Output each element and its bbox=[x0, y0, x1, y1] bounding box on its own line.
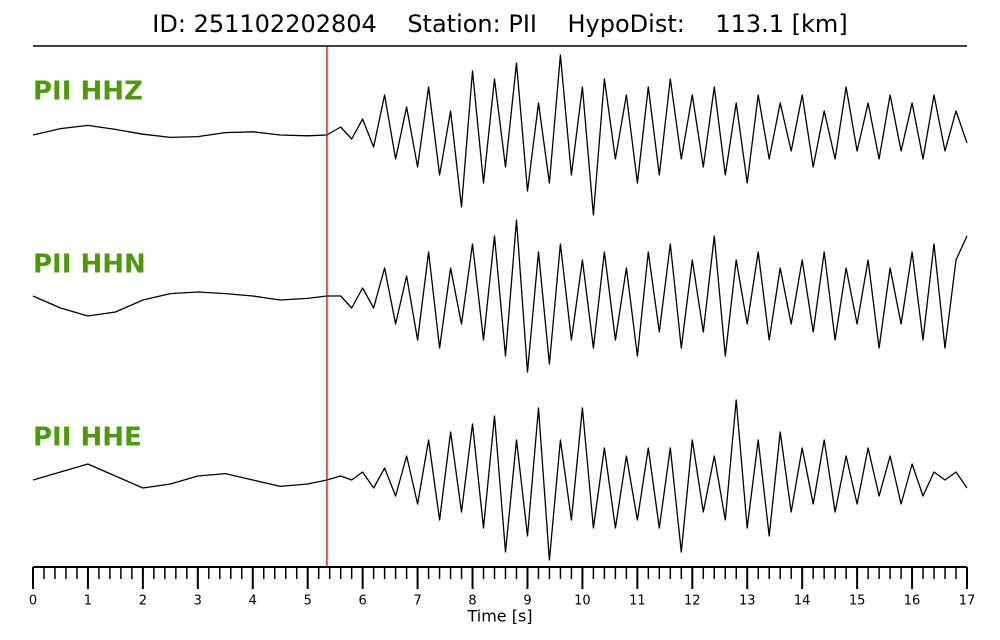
x-tick-label: 5 bbox=[304, 594, 312, 609]
x-tick-label: 6 bbox=[359, 594, 367, 609]
x-tick-label: 16 bbox=[904, 594, 921, 609]
x-tick-label: 11 bbox=[629, 594, 646, 609]
trace bbox=[32, 219, 968, 373]
chart-title: ID: 251102202804 Station: PII HypoDist: … bbox=[152, 10, 847, 38]
x-tick-label: 17 bbox=[959, 594, 976, 609]
trace bbox=[32, 54, 968, 216]
trace bbox=[32, 399, 968, 561]
x-tick-label: 12 bbox=[684, 594, 701, 609]
x-tick-label: 9 bbox=[523, 594, 531, 609]
x-tick-label: 0 bbox=[29, 594, 37, 609]
x-axis-label: Time [s] bbox=[466, 607, 532, 626]
x-tick-label: 13 bbox=[739, 594, 756, 609]
x-tick-label: 1 bbox=[84, 594, 92, 609]
trace-label: PII HHE bbox=[33, 423, 142, 453]
x-tick-label: 3 bbox=[194, 594, 202, 609]
x-tick-label: 4 bbox=[249, 594, 257, 609]
x-tick-label: 8 bbox=[468, 594, 476, 609]
x-tick-label: 15 bbox=[849, 594, 866, 609]
x-tick-label: 14 bbox=[794, 594, 811, 609]
x-tick-label: 10 bbox=[574, 594, 591, 609]
trace-label: PII HHZ bbox=[33, 77, 143, 107]
x-tick-label: 7 bbox=[413, 594, 421, 609]
x-tick-label: 2 bbox=[139, 594, 147, 609]
trace-label: PII HHN bbox=[33, 250, 146, 280]
